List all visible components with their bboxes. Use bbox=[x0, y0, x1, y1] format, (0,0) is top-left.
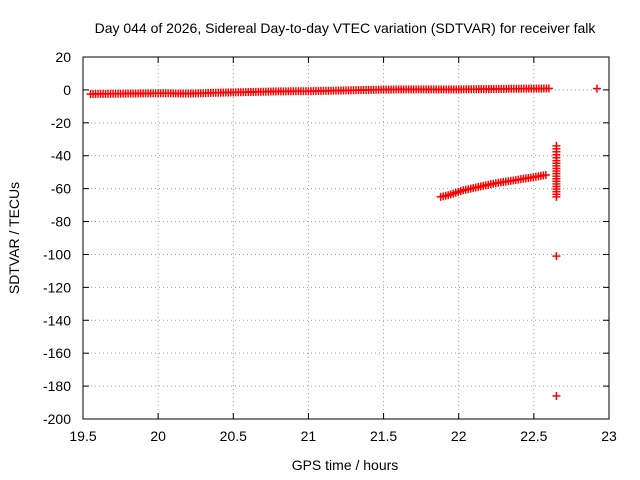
data-point bbox=[471, 183, 480, 192]
y-tick-label: -180 bbox=[43, 378, 71, 394]
data-points bbox=[86, 84, 601, 400]
y-tick-label: -40 bbox=[51, 148, 71, 164]
x-tick-label: 23 bbox=[601, 428, 617, 444]
y-tick-label: -120 bbox=[43, 279, 71, 295]
x-tick-label: 22.5 bbox=[520, 428, 547, 444]
data-point bbox=[501, 177, 510, 186]
data-point bbox=[464, 185, 473, 194]
data-point bbox=[531, 172, 540, 181]
plot-frame bbox=[82, 56, 610, 420]
chart-title: Day 044 of 2026, Sidereal Day-to-day VTE… bbox=[95, 20, 597, 36]
data-point bbox=[539, 171, 548, 180]
data-point bbox=[494, 178, 503, 187]
x-tick-label: 21 bbox=[301, 428, 317, 444]
y-tick-label: -140 bbox=[43, 312, 71, 328]
x-tick-label: 20 bbox=[150, 428, 166, 444]
y-tick-label: -100 bbox=[43, 246, 71, 262]
data-point bbox=[456, 187, 465, 196]
data-point bbox=[509, 176, 518, 185]
y-tick-label: 0 bbox=[63, 82, 71, 98]
x-tick-labels: 19.5 20 20.5 21 21.5 22 22.5 23 bbox=[69, 428, 617, 444]
x-tick-label: 22 bbox=[451, 428, 467, 444]
gridlines bbox=[83, 57, 609, 419]
x-tick-label: 19.5 bbox=[69, 428, 96, 444]
data-point bbox=[441, 191, 450, 200]
data-point bbox=[524, 173, 533, 182]
data-point bbox=[552, 190, 561, 199]
y-axis-title: SDTVAR / TECUs bbox=[6, 182, 22, 294]
data-point bbox=[552, 252, 561, 261]
data-point bbox=[592, 84, 601, 93]
data-point bbox=[516, 175, 525, 184]
data-point bbox=[479, 181, 488, 190]
axis-ticks bbox=[82, 56, 610, 420]
y-tick-label: -60 bbox=[51, 181, 71, 197]
y-tick-label: -200 bbox=[43, 411, 71, 427]
y-tick-label: -20 bbox=[51, 115, 71, 131]
x-axis-title: GPS time / hours bbox=[292, 457, 399, 473]
data-point bbox=[552, 391, 561, 400]
y-tick-label: -160 bbox=[43, 345, 71, 361]
data-point bbox=[449, 189, 458, 198]
x-tick-label: 21.5 bbox=[370, 428, 397, 444]
data-point bbox=[542, 84, 551, 93]
x-tick-label: 20.5 bbox=[220, 428, 247, 444]
y-tick-label: 20 bbox=[55, 49, 71, 65]
y-tick-label: -80 bbox=[51, 214, 71, 230]
data-point bbox=[486, 180, 495, 189]
y-tick-labels: 20 0 -20 -40 -60 -80 -100 -120 -140 -160 -180 -200 bbox=[43, 49, 71, 427]
